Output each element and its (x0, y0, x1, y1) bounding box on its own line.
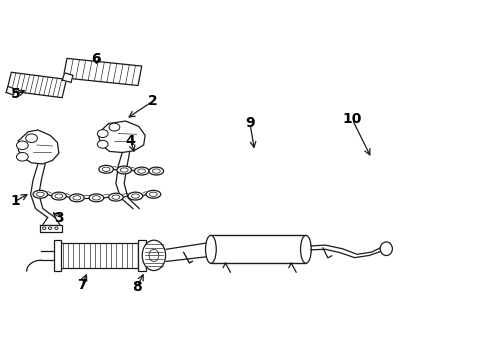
Ellipse shape (149, 167, 164, 175)
Ellipse shape (99, 165, 114, 173)
Circle shape (26, 134, 37, 143)
Ellipse shape (134, 167, 149, 175)
Text: 10: 10 (343, 112, 362, 126)
Polygon shape (211, 235, 306, 263)
Circle shape (109, 123, 120, 131)
Ellipse shape (33, 190, 48, 198)
Text: 9: 9 (245, 116, 255, 130)
Polygon shape (138, 240, 146, 271)
Ellipse shape (89, 194, 104, 202)
Ellipse shape (128, 192, 143, 200)
Text: 2: 2 (147, 94, 157, 108)
Ellipse shape (142, 240, 166, 271)
Polygon shape (6, 86, 15, 95)
Ellipse shape (117, 166, 131, 174)
Text: 6: 6 (92, 51, 101, 66)
Ellipse shape (205, 235, 216, 263)
Ellipse shape (51, 192, 66, 200)
Ellipse shape (109, 193, 123, 201)
Text: 3: 3 (54, 211, 64, 225)
Polygon shape (63, 58, 142, 86)
Circle shape (17, 141, 28, 150)
Text: 1: 1 (10, 194, 20, 208)
Polygon shape (62, 73, 73, 82)
Text: 7: 7 (77, 278, 87, 292)
Polygon shape (7, 72, 67, 98)
Ellipse shape (300, 235, 311, 263)
Polygon shape (19, 130, 59, 164)
Ellipse shape (146, 190, 161, 198)
Polygon shape (98, 121, 145, 153)
Text: 5: 5 (11, 87, 21, 101)
Text: 8: 8 (132, 280, 142, 294)
Ellipse shape (380, 242, 392, 256)
Polygon shape (40, 225, 62, 232)
Polygon shape (53, 240, 61, 271)
Polygon shape (57, 243, 138, 267)
Text: 4: 4 (125, 134, 135, 148)
Ellipse shape (70, 194, 84, 202)
Circle shape (98, 140, 108, 148)
Circle shape (98, 130, 108, 138)
Circle shape (17, 153, 28, 161)
